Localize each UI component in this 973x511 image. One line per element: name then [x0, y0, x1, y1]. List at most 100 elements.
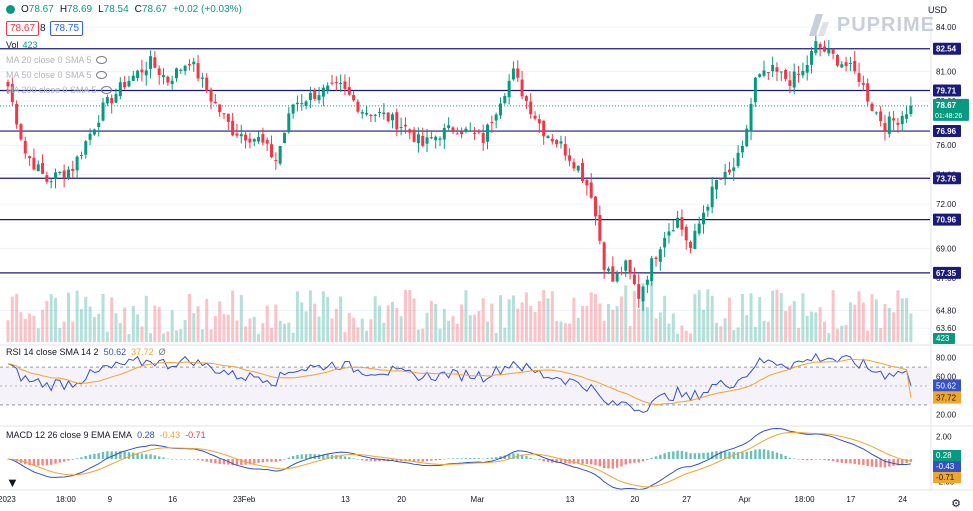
ma50-legend[interactable]: MA 50 close 0 SMA 5 — [6, 70, 107, 80]
volume-bar — [589, 292, 593, 342]
macd-histogram-bar — [520, 454, 524, 459]
eye-hidden-icon[interactable] — [95, 71, 107, 79]
macd-histogram-bar — [702, 452, 705, 459]
time-tick-label: 2023 — [0, 495, 16, 504]
candle-body — [62, 170, 66, 178]
candle-body — [295, 102, 299, 105]
candle-body — [71, 168, 75, 171]
macd-histogram-bar — [456, 458, 459, 459]
candle-body — [684, 226, 688, 241]
candle-body — [304, 101, 308, 106]
volume-bar — [127, 333, 131, 342]
volume-bar — [473, 314, 477, 342]
macd-histogram-bar — [624, 459, 627, 465]
candle-body — [425, 137, 429, 144]
eye-hidden-icon[interactable] — [100, 86, 112, 94]
candle-body — [732, 167, 736, 171]
candle-body — [848, 62, 852, 64]
open-value: 78.67 — [28, 4, 54, 15]
candle-body — [693, 230, 697, 249]
candle-body — [209, 89, 213, 102]
volume-bar — [222, 314, 226, 342]
spread-value: 8 — [40, 23, 46, 34]
macd-histogram-bar — [343, 456, 347, 459]
settings-gear-icon[interactable]: ⚙ — [951, 498, 961, 510]
volume-bar — [840, 325, 844, 342]
macd-histogram-bar — [300, 454, 303, 459]
tradingview-logo-icon[interactable]: ▼ — [6, 475, 19, 490]
candle-body — [412, 129, 416, 142]
macd-histogram-bar — [892, 459, 895, 466]
macd-histogram-bar — [352, 458, 355, 459]
candle-body — [36, 164, 40, 172]
candle-body — [408, 129, 412, 133]
candle-body — [205, 77, 209, 91]
volume-bar — [710, 295, 714, 342]
volume-bar — [41, 309, 45, 342]
macd-histogram-bar — [598, 459, 602, 467]
rsi-legend[interactable]: RSI 14 close SMA 14 2 50.62 37.72 Ø — [6, 347, 166, 357]
eye-hidden-icon[interactable] — [95, 56, 107, 64]
time-tick-label: 13 — [566, 495, 575, 504]
volume-bar — [719, 326, 723, 342]
candle-body — [637, 284, 641, 299]
candle-body — [486, 124, 490, 142]
ma200-legend[interactable]: MA 200 close 0 SMA 5 — [6, 85, 112, 95]
candle-body — [386, 112, 390, 122]
macd-histogram-bar — [119, 451, 122, 459]
candle-body — [222, 113, 226, 115]
volume-bar — [831, 290, 835, 342]
signal-line — [7, 431, 911, 488]
macd-legend[interactable]: MACD 12 26 close 9 EMA EMA 0.28 -0.43 -0… — [6, 430, 206, 440]
volume-bar — [265, 305, 269, 342]
volume-bar — [213, 316, 217, 342]
candle-body — [555, 139, 559, 145]
macd-histogram-bar — [758, 449, 761, 459]
macd-histogram-bar — [330, 454, 334, 459]
candle-body — [6, 81, 10, 87]
candle-body — [326, 85, 330, 91]
macd-histogram-bar — [438, 459, 442, 460]
macd-histogram-bar — [577, 459, 580, 464]
volume-bars — [6, 282, 913, 342]
volume-bar — [192, 313, 196, 342]
macd-histogram-bar — [840, 459, 843, 463]
candle-body — [170, 80, 174, 84]
change-value: +0.02 (+0.03%) — [172, 4, 242, 15]
macd-histogram-bar — [447, 458, 450, 459]
sell-button[interactable]: 78.67 — [6, 21, 40, 36]
macd-histogram-bar — [183, 459, 187, 460]
rsi-tick-label: 20.00 — [936, 410, 957, 419]
volume-bar — [892, 312, 896, 342]
candle-body — [550, 138, 554, 142]
candle-body — [896, 122, 900, 125]
ma20-legend[interactable]: MA 20 close 0 SMA 5 — [6, 55, 107, 65]
currency-label[interactable]: USD — [927, 5, 947, 15]
volume-bar — [896, 290, 900, 342]
candle-body — [356, 101, 360, 112]
volume-bar — [278, 320, 282, 342]
candle-body — [520, 79, 524, 97]
buy-button[interactable]: 78.75 — [50, 21, 84, 36]
macd-histogram-bar — [659, 454, 662, 459]
candle-body — [632, 274, 636, 285]
volume-bar — [295, 291, 299, 342]
macd-histogram-bar — [879, 459, 882, 468]
macd-histogram-bar — [628, 459, 632, 464]
time-axis[interactable]: 2023 18:00 9 16 23 Feb 13 20 Mar 13 20 27 Apr 18:00 17… — [0, 489, 973, 504]
candle-body — [442, 128, 446, 140]
macd-histogram-bar — [581, 459, 584, 464]
candle-body — [49, 181, 53, 183]
volume-bar — [257, 333, 261, 342]
volume-bar — [684, 330, 688, 342]
macd-histogram-bar — [602, 459, 606, 469]
macd-histogram-bar — [67, 459, 70, 461]
macd-histogram-bar — [257, 459, 260, 463]
volume-legend[interactable]: Vol 423 — [6, 40, 38, 50]
macd-histogram-bar — [261, 459, 265, 463]
volume-bar — [598, 303, 602, 342]
volume-bar — [326, 296, 330, 342]
level-badge-text: 70.96 — [936, 216, 957, 225]
candle-body — [278, 146, 282, 164]
